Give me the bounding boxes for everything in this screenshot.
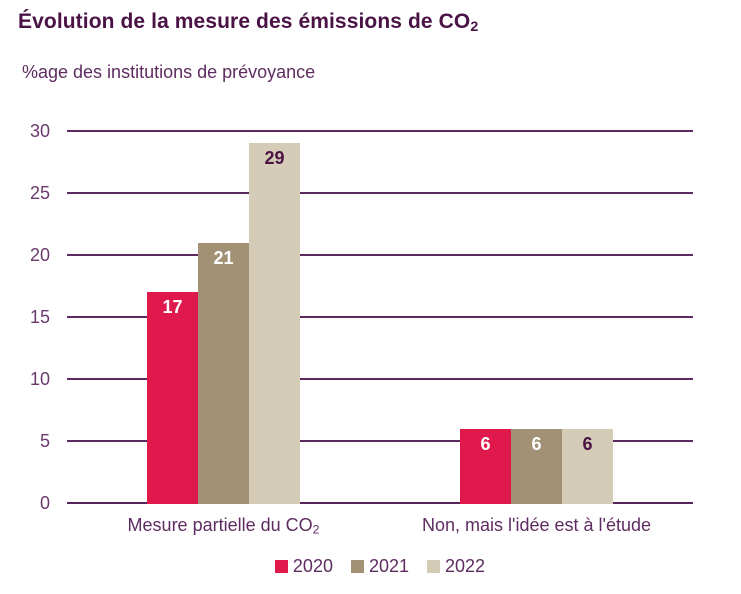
bar-2022-cat2 bbox=[562, 428, 613, 504]
y-tick-label-20: 20 bbox=[29, 245, 50, 265]
y-tick-label-10: 10 bbox=[29, 369, 50, 389]
chart-title: Évolution de la mesure des émissions de … bbox=[18, 10, 479, 36]
bar-value-2022-cat1: 29 bbox=[264, 148, 285, 169]
legend-swatch-2021 bbox=[350, 560, 364, 573]
gridline-5 bbox=[67, 440, 693, 442]
y-tick-label-15: 15 bbox=[29, 307, 50, 327]
gridline-20 bbox=[67, 254, 693, 256]
bar-2021-cat1 bbox=[198, 242, 249, 504]
chart-subtitle: %age des institutions de prévoyance bbox=[22, 62, 316, 82]
legend-label-2021: 2021 bbox=[368, 556, 410, 576]
bar-value-2021-cat2: 6 bbox=[531, 433, 542, 454]
legend-swatch-2020 bbox=[274, 560, 288, 573]
y-tick-label-5: 5 bbox=[39, 431, 50, 451]
gridline-25 bbox=[67, 192, 693, 194]
bar-2020-cat2 bbox=[460, 428, 511, 504]
bar-2020-cat1 bbox=[147, 292, 198, 504]
legend-label-2022: 2022 bbox=[445, 556, 486, 576]
category-label-2: Non, mais l'idée est à l'étude bbox=[422, 515, 651, 535]
subscript-2: 2 bbox=[470, 19, 479, 36]
legend-item-2021: 2021 bbox=[350, 556, 410, 577]
legend-swatch-2022 bbox=[427, 560, 441, 573]
chart-legend: 2020 2021 2022 bbox=[67, 556, 693, 577]
legend-item-2020: 2020 bbox=[274, 556, 333, 577]
y-tick-label-30: 30 bbox=[29, 121, 50, 141]
bar-value-2020-cat2: 6 bbox=[480, 433, 491, 454]
y-tick-label-25: 25 bbox=[29, 183, 50, 203]
legend-item-2022: 2022 bbox=[427, 556, 485, 577]
subscript-2: 2 bbox=[312, 522, 320, 537]
category-label-1: Mesure partielle du CO2 bbox=[127, 515, 320, 537]
bar-value-2021-cat1: 21 bbox=[213, 247, 234, 268]
legend-label-2020: 2020 bbox=[292, 556, 333, 576]
bar-value-2022-cat2: 6 bbox=[582, 433, 593, 454]
bar-2022-cat1 bbox=[249, 143, 300, 504]
x-axis-line bbox=[67, 502, 693, 504]
gridline-10 bbox=[67, 378, 693, 380]
bar-value-2020-cat1: 17 bbox=[162, 297, 183, 318]
bar-2021-cat2 bbox=[511, 428, 562, 504]
gridline-30 bbox=[67, 130, 693, 132]
gridline-15 bbox=[67, 316, 693, 318]
y-tick-label-0: 0 bbox=[39, 493, 50, 513]
